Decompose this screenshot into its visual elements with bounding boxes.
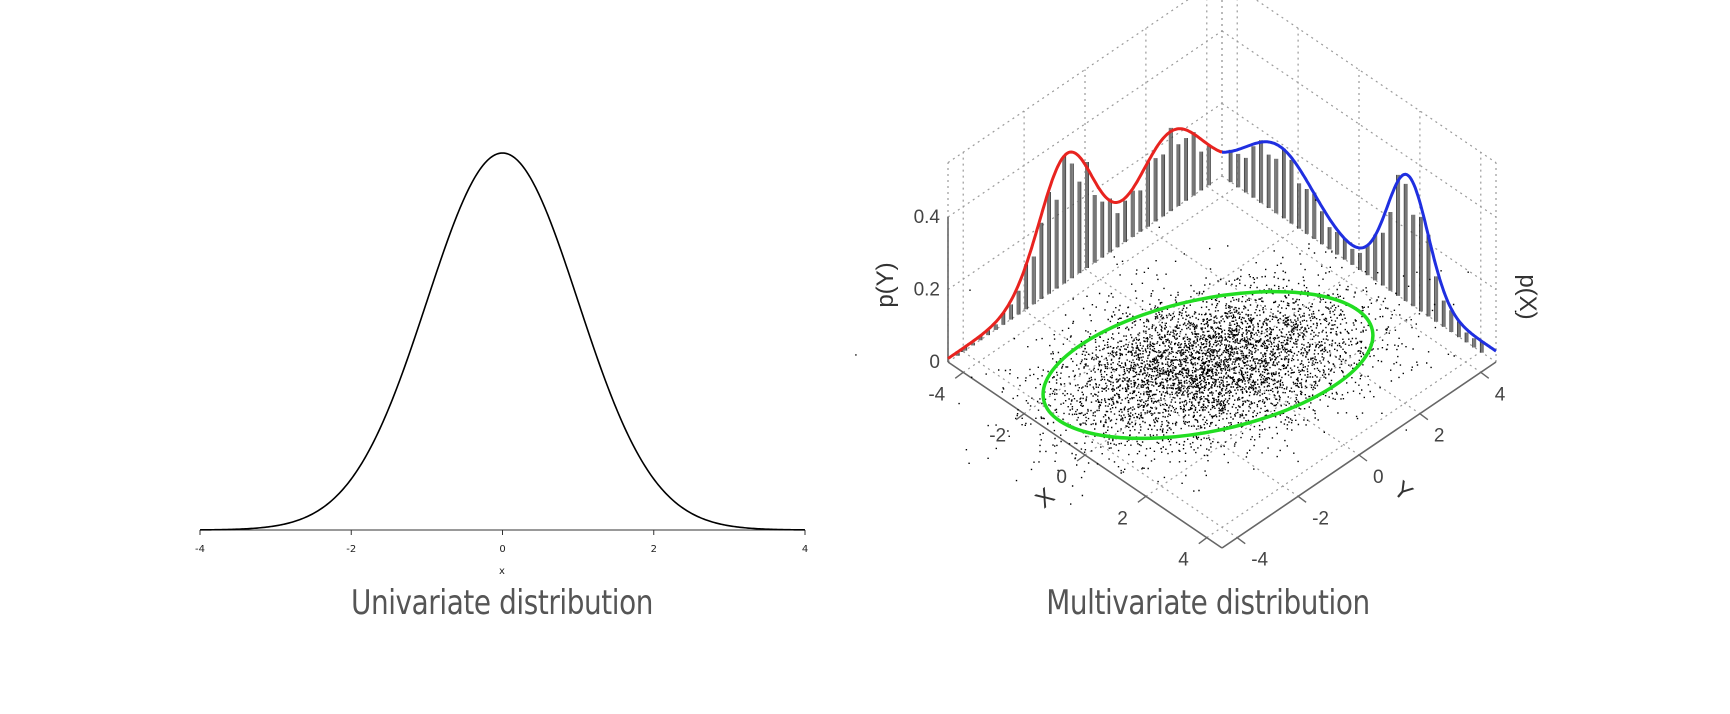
univariate-x-tick-label: 0 bbox=[499, 544, 505, 555]
multivariate-y-axis-label: Y bbox=[1388, 476, 1418, 507]
y-tick bbox=[1236, 537, 1246, 545]
x-tick bbox=[1015, 413, 1025, 421]
univariate-x-axis-label: x bbox=[499, 566, 505, 577]
z-tick-label: 0.4 bbox=[914, 207, 941, 228]
grid-line bbox=[947, 30, 1223, 218]
scatter-points bbox=[855, 199, 1517, 505]
univariate-x-tick-label: -4 bbox=[195, 544, 205, 555]
y-tick bbox=[1480, 371, 1490, 379]
y-tick bbox=[1419, 413, 1429, 421]
x-tick-label: 0 bbox=[1056, 467, 1067, 488]
grid-line bbox=[1221, 30, 1497, 218]
x-tick bbox=[1198, 537, 1208, 545]
marginal-histogram-bars bbox=[955, 127, 1484, 356]
univariate-x-tick-label: -2 bbox=[346, 544, 356, 555]
marginal-y-density-curve bbox=[947, 127, 1223, 360]
z-tick-label: 0.2 bbox=[914, 280, 940, 301]
marginal-x-density-curve bbox=[1222, 140, 1497, 353]
grid-line bbox=[1206, 185, 1482, 373]
y-tick-label: -4 bbox=[1251, 550, 1268, 571]
grid-line bbox=[1084, 268, 1360, 456]
grid-line bbox=[1221, 103, 1497, 290]
covariance-ellipse bbox=[1041, 289, 1375, 441]
x-tick-label: -4 bbox=[928, 384, 945, 405]
multivariate-grid bbox=[947, 0, 1497, 539]
multivariate-z-left-label: p(Y) bbox=[872, 262, 899, 307]
grid-line bbox=[1084, 268, 1360, 456]
x-tick-label: -2 bbox=[989, 426, 1006, 447]
grid-line bbox=[1145, 227, 1421, 415]
univariate-x-tick-label: 2 bbox=[651, 544, 657, 555]
grid-line bbox=[1145, 309, 1421, 497]
multivariate-caption: Multivariate distribution bbox=[1046, 583, 1370, 623]
grid-line bbox=[947, 103, 1223, 290]
grid-line bbox=[1023, 309, 1299, 497]
grid-line bbox=[962, 351, 1238, 539]
x-tick-label: 4 bbox=[1178, 550, 1189, 571]
y-tick-label: 4 bbox=[1495, 384, 1506, 405]
grid-line bbox=[1023, 227, 1299, 415]
y-tick-label: -2 bbox=[1312, 508, 1329, 529]
scatter-point-cloud bbox=[855, 199, 1517, 505]
grid-line bbox=[1206, 351, 1482, 539]
univariate-caption: Univariate distribution bbox=[350, 583, 654, 623]
y-tick-label: 0 bbox=[1373, 467, 1384, 488]
y-tick bbox=[1358, 454, 1368, 462]
y-tick bbox=[1297, 495, 1307, 503]
multivariate-z-right-label: p(X) bbox=[1514, 274, 1541, 319]
univariate-x-ticks: -4 -2 0 2 4 bbox=[195, 530, 808, 555]
z-tick-label: 0 bbox=[929, 352, 940, 373]
univariate-x-tick-label: 4 bbox=[802, 544, 808, 555]
x-tick bbox=[1076, 454, 1086, 462]
x-tick-label: 2 bbox=[1117, 508, 1128, 529]
grid-line bbox=[947, 175, 1223, 363]
multivariate-tick-labels: -4 -2 0 2 4 -4 -2 0 2 4 0 0.2 0.4 bbox=[914, 207, 1506, 571]
x-tick bbox=[954, 371, 964, 379]
x-tick bbox=[1137, 495, 1147, 503]
grid-line bbox=[947, 0, 1189, 164]
y-tick-label: 2 bbox=[1434, 426, 1445, 447]
univariate-density-curve bbox=[199, 152, 806, 531]
grid-line bbox=[1255, 0, 1497, 164]
grid-line bbox=[962, 185, 1238, 373]
grid-line bbox=[1221, 175, 1497, 363]
